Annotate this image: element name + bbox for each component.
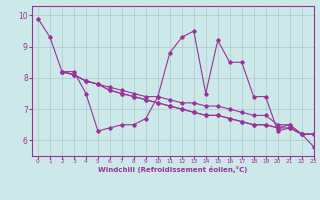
X-axis label: Windchill (Refroidissement éolien,°C): Windchill (Refroidissement éolien,°C) [98,166,247,173]
